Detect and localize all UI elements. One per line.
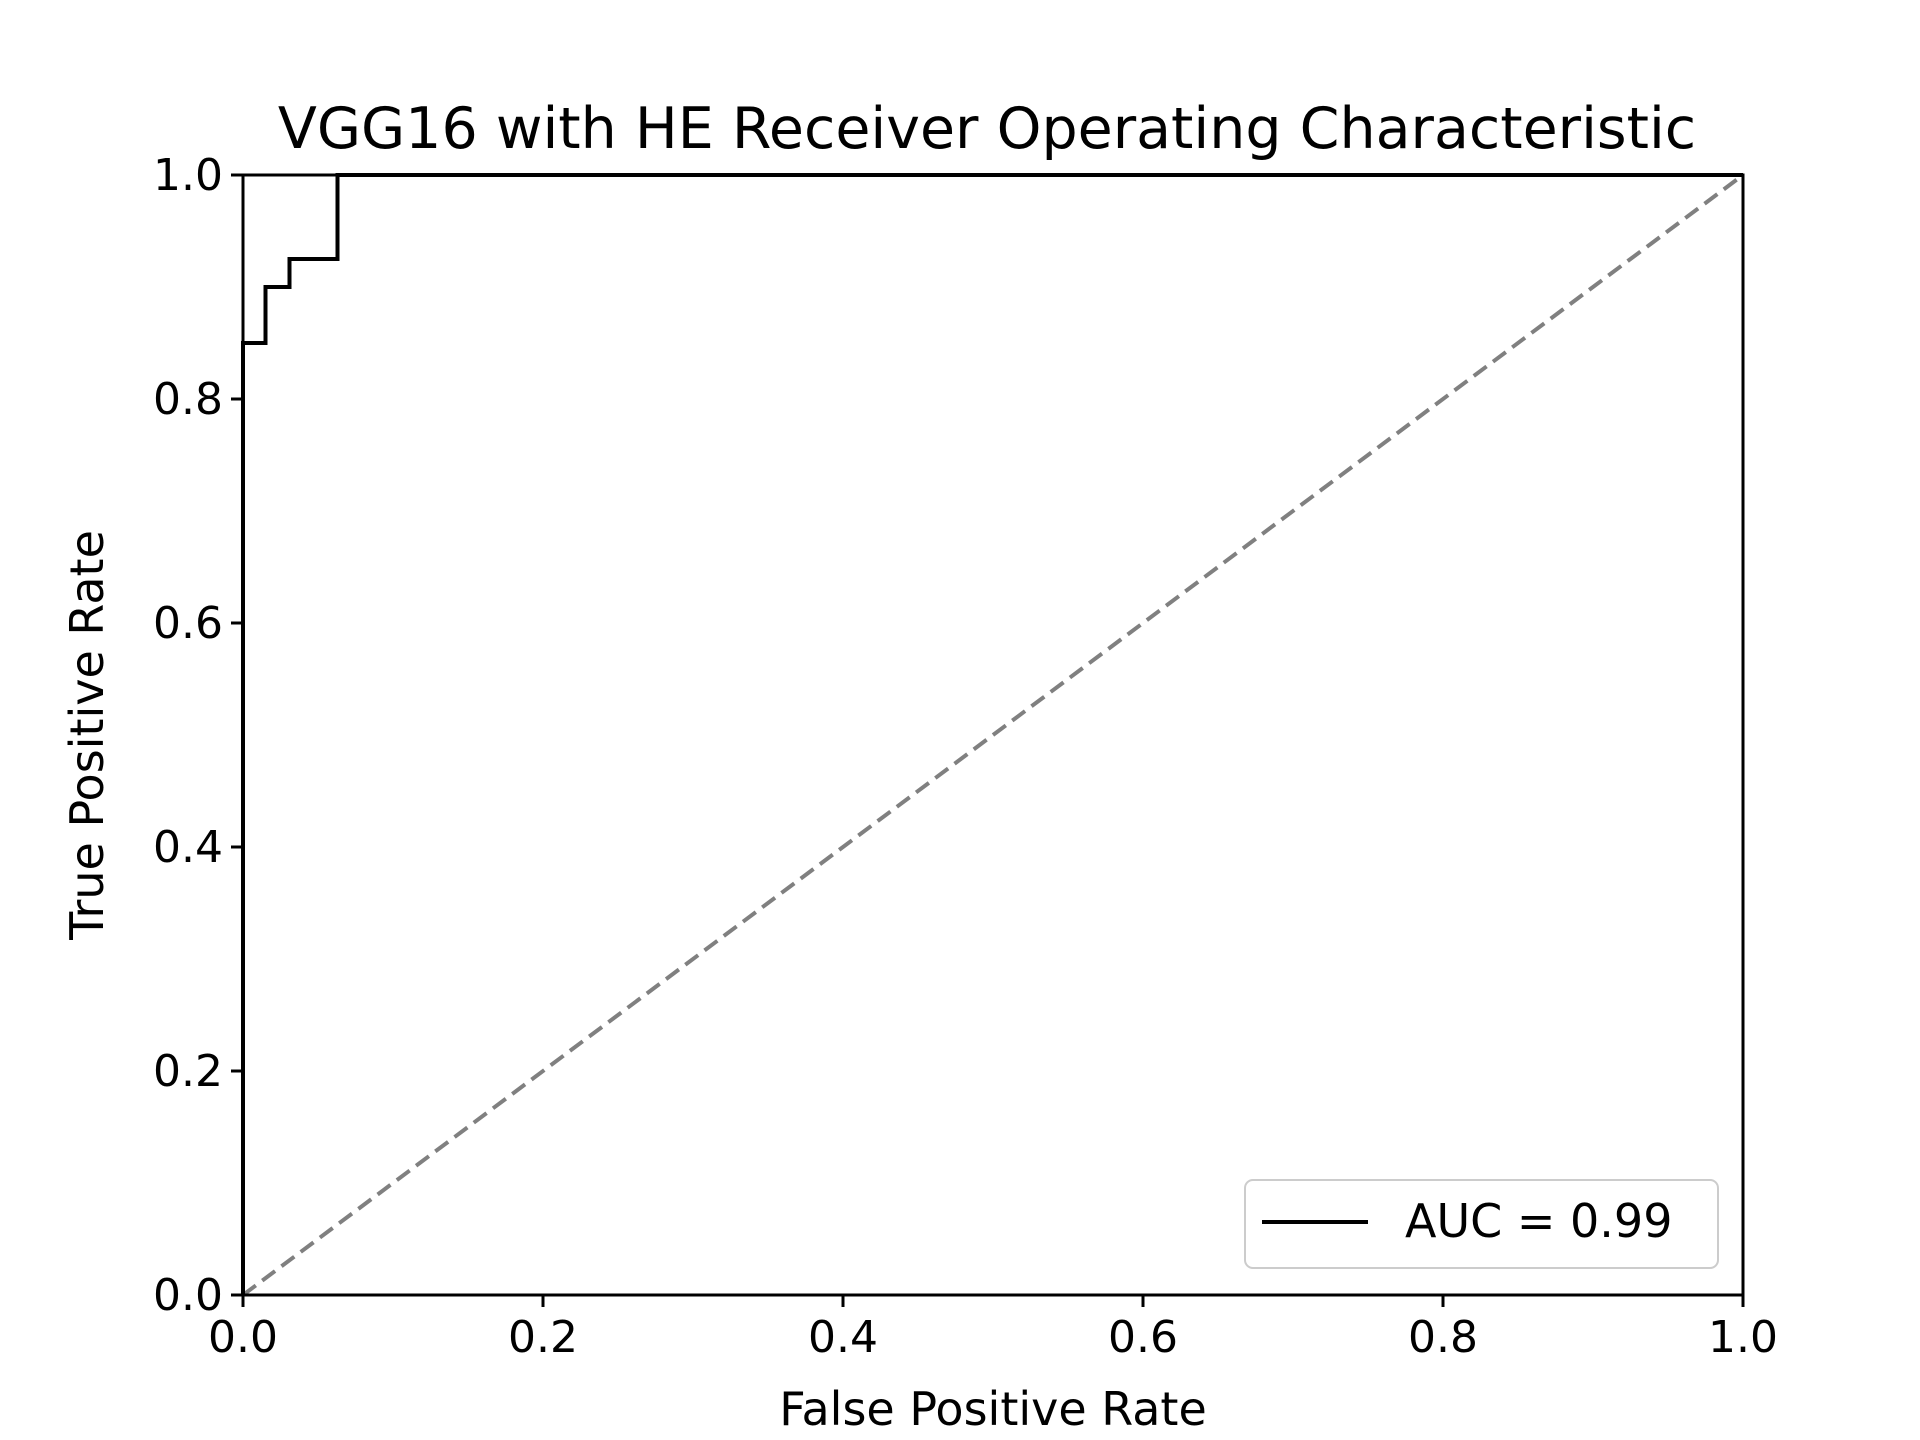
plot-frame [241,173,1745,1297]
x-tick-label: 0.0 [208,1312,278,1363]
y-tick-label: 0.4 [153,822,223,873]
x-tick-label: 0.8 [1408,1312,1478,1363]
y-tick-label: 0.8 [153,374,223,425]
roc-curve-line [241,173,1743,1295]
x-tick-label: 0.6 [1108,1312,1178,1363]
y-tick-label: 1.0 [153,150,223,201]
y-tick-label: 0.6 [153,598,223,649]
x-axis-label: False Positive Rate [779,1382,1207,1436]
chance-diagonal-line [241,173,1745,1297]
x-tick-label: 1.0 [1708,1312,1778,1363]
y-tick-label: 0.2 [153,1046,223,1097]
chart-title: VGG16 with HE Receiver Operating Charact… [278,96,1696,162]
legend: AUC = 0.99 [1244,1179,1719,1269]
legend-box [1244,1179,1719,1269]
x-tick-label: 0.2 [508,1312,578,1363]
y-axis-label: True Positive Rate [60,530,114,941]
y-axis-ticks: 0.0 0.2 0.4 0.6 0.8 1.0 [153,150,243,1321]
legend-label: AUC = 0.99 [1405,1194,1672,1248]
x-tick-label: 0.4 [808,1312,878,1363]
x-axis-ticks: 0.0 0.2 0.4 0.6 0.8 1.0 [208,1295,1778,1363]
plot-area [241,173,1745,1297]
y-tick-label: 0.0 [153,1270,223,1321]
